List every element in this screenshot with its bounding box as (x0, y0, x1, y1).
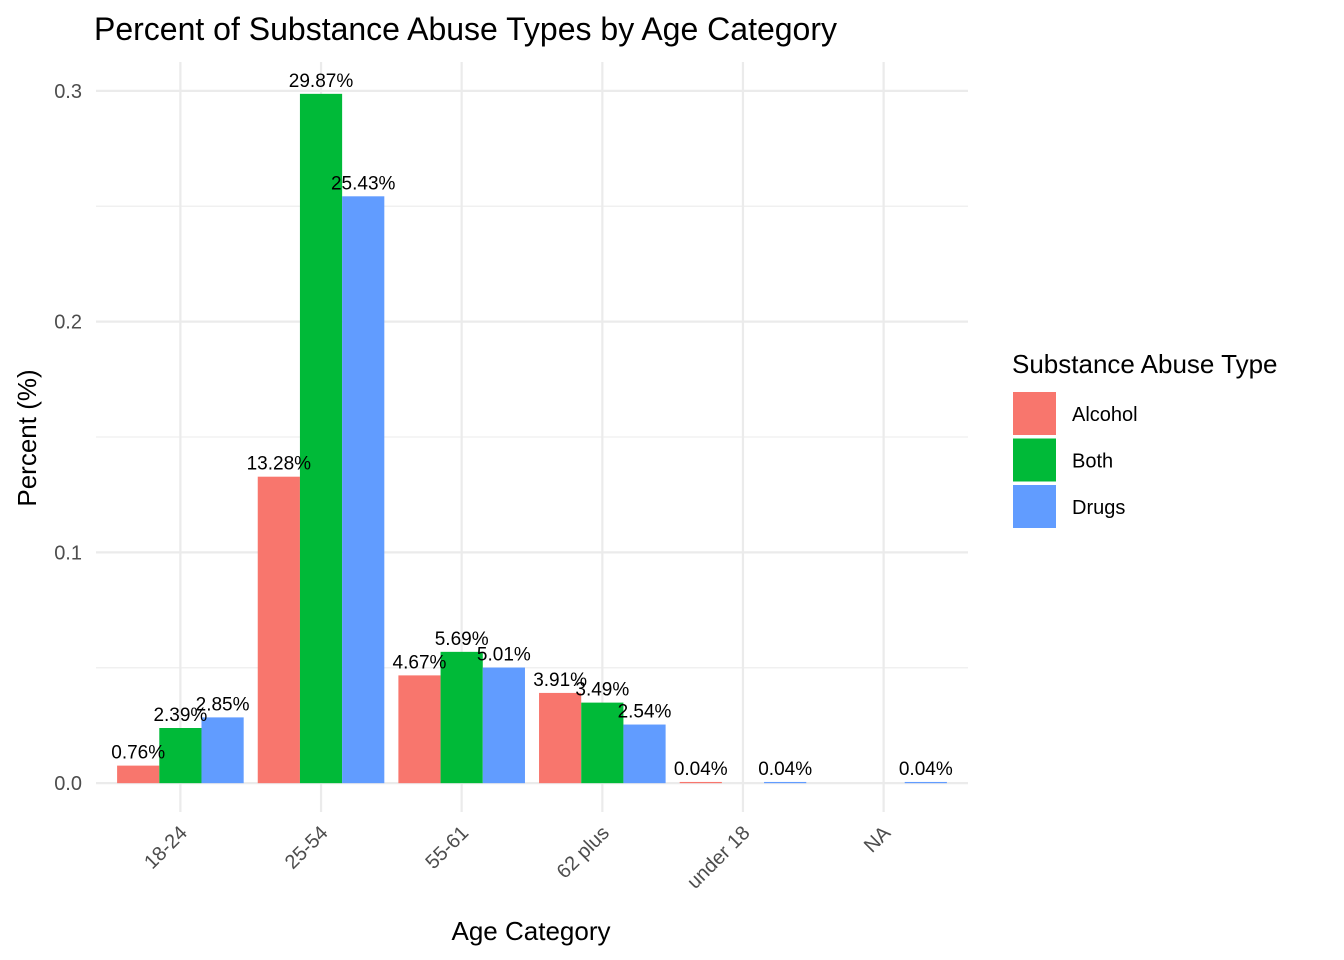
legend: Substance Abuse Type Alcohol Both Drugs (1012, 349, 1278, 528)
bar-both (299, 93, 343, 784)
data-label: 25.43% (331, 173, 396, 194)
x-tick-label: NA (860, 822, 896, 858)
x-axis-ticks: 18-24 25-54 55-61 62 plus under 18 NA (140, 822, 895, 894)
bar-drugs (342, 196, 385, 784)
data-label: 3.91% (533, 670, 587, 691)
y-axis-title: Percent (%) (12, 369, 42, 506)
y-tick-label: 0.2 (54, 312, 82, 334)
bar-both (581, 702, 624, 784)
y-tick-label: 0.0 (54, 773, 82, 795)
legend-label: Both (1072, 451, 1113, 473)
legend-label: Alcohol (1072, 404, 1138, 426)
bar-drugs (623, 724, 666, 784)
bar-alcohol (257, 476, 300, 784)
y-axis-ticks: 0.0 0.1 0.2 0.3 (54, 81, 82, 795)
data-label: 4.67% (393, 652, 447, 673)
data-label: 2.54% (618, 702, 672, 723)
bars (117, 93, 947, 784)
data-label: 0.76% (111, 743, 165, 764)
x-axis-title: Age Category (452, 916, 611, 946)
bar-drugs (764, 781, 807, 784)
bar-drugs (482, 667, 525, 784)
bar-drugs (201, 717, 244, 784)
x-tick-label: under 18 (683, 822, 754, 893)
bar-alcohol (117, 765, 160, 784)
bar-both (159, 728, 202, 784)
data-label: 3.49% (575, 680, 629, 701)
legend-key-drugs (1013, 485, 1056, 528)
legend-label: Drugs (1072, 497, 1125, 519)
legend-key-alcohol (1013, 392, 1056, 435)
y-tick-label: 0.1 (54, 542, 82, 564)
x-tick-label: 25-54 (281, 822, 333, 874)
bar-alcohol (679, 781, 722, 784)
data-label: 13.28% (247, 454, 312, 475)
data-label: 5.69% (435, 629, 489, 650)
data-label: 0.04% (674, 759, 728, 780)
legend-key-both (1013, 438, 1056, 482)
y-tick-label: 0.3 (54, 81, 82, 103)
legend-title: Substance Abuse Type (1012, 349, 1278, 379)
bar-alcohol (539, 692, 582, 784)
data-label: 0.04% (758, 759, 812, 780)
data-label: 5.01% (477, 645, 531, 666)
bar-alcohol (398, 675, 441, 784)
data-label: 2.39% (153, 705, 207, 726)
bar-drugs (904, 781, 947, 784)
chart-title: Percent of Substance Abuse Types by Age … (94, 11, 837, 47)
data-label: 29.87% (289, 71, 354, 92)
data-labels: 0.76% 13.28% 4.67% 3.91% 0.04% 2.39% 29.87% 5.6… (111, 71, 953, 780)
x-tick-label: 62 plus (553, 822, 614, 883)
x-tick-label: 55-61 (421, 822, 473, 874)
data-label: 2.85% (196, 694, 250, 715)
bar-both (440, 651, 483, 784)
x-tick-label: 18-24 (140, 822, 192, 874)
data-label: 0.04% (899, 759, 953, 780)
